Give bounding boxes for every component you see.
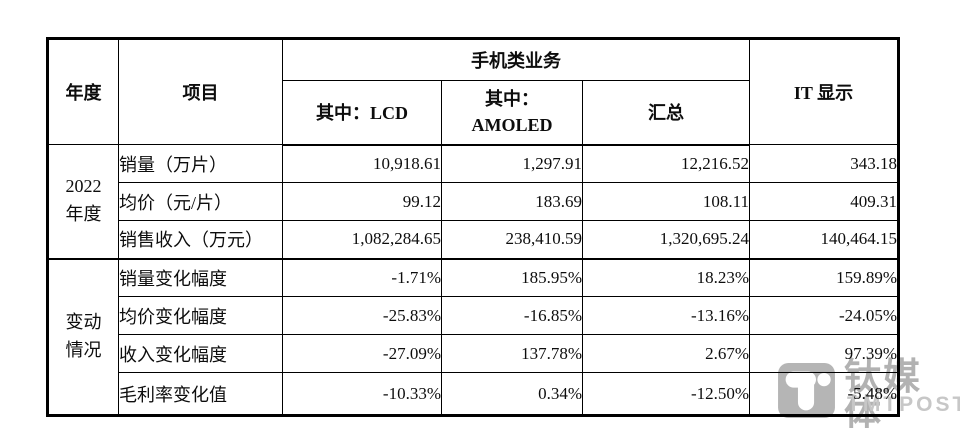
row-label: 销量变化幅度 [118, 257, 283, 297]
section-label-2022: 2022 年度 [47, 144, 119, 259]
header-row-2: 其中：LCD 其中： AMOLED 汇总 [48, 80, 899, 146]
table-cell: 238,410.59 [441, 220, 583, 259]
table-row: 2022 年度 销量（万片） 10,918.61 1,297.91 12,216… [47, 144, 900, 259]
section-label-line: 年度 [65, 204, 102, 225]
table-cell: 1,320,695.24 [581, 220, 751, 259]
table-cell: 108.11 [581, 182, 751, 221]
table-row: 均价（元/片） 99.12 183.69 108.11 409.31 [48, 182, 900, 221]
header-amoled-line1: 其中： [485, 89, 539, 110]
header-row-1: 年度 项目 手机类业务 IT 显示 [47, 38, 900, 145]
table-cell: 185.95% [441, 257, 583, 297]
table-cell: 10,918.61 [282, 144, 442, 183]
table-cell: 159.89% [749, 257, 900, 297]
header-item: 项目 [118, 38, 283, 145]
section-label-line: 情况 [65, 339, 102, 360]
table-row: 毛利率变化值 -10.33% 0.34% -12.50% -5.48% [48, 372, 900, 416]
table-cell: 97.39% [749, 334, 900, 373]
table-row: 均价变化幅度 -25.83% -16.85% -13.16% -24.05% [48, 296, 900, 335]
table-row: 收入变化幅度 -27.09% 137.78% 2.67% 97.39% [48, 334, 900, 373]
table-row: 销售收入（万元） 1,082,284.65 238,410.59 1,320,6… [48, 220, 900, 259]
financial-table: 年度 项目 手机类业务 IT 显示 其中：LCD 其中： AMOLED 汇总 2… [46, 37, 901, 417]
row-label: 均价（元/片） [118, 182, 283, 221]
header-total: 汇总 [581, 80, 751, 146]
table-cell: 137.78% [441, 334, 583, 373]
section-label-change: 变动 情况 [47, 257, 119, 416]
table-cell: 1,082,284.65 [282, 220, 442, 259]
header-amoled-line2: AMOLED [471, 115, 553, 136]
row-label: 销量（万片） [118, 144, 283, 183]
table-cell: 409.31 [749, 182, 900, 221]
table-cell: -24.05% [749, 296, 900, 335]
table-cell: -25.83% [282, 296, 442, 335]
header-amoled: 其中： AMOLED [441, 80, 583, 146]
row-label: 均价变化幅度 [118, 296, 283, 335]
table-cell: 1,297.91 [441, 144, 583, 183]
table-cell: 343.18 [749, 144, 900, 183]
table-cell: -13.16% [581, 296, 751, 335]
table-cell: 99.12 [282, 182, 442, 221]
header-lcd: 其中：LCD [282, 80, 442, 146]
table-cell: -27.09% [282, 334, 442, 373]
table-cell: 12,216.52 [581, 144, 751, 183]
row-label: 销售收入（万元） [118, 220, 283, 259]
table-cell: 18.23% [581, 257, 751, 297]
table-cell: -16.85% [441, 296, 583, 335]
table-cell: -5.48% [749, 372, 900, 416]
section-label-line: 变动 [65, 311, 102, 332]
table-cell: -10.33% [282, 372, 442, 416]
table-cell: 183.69 [441, 182, 583, 221]
table-cell: -1.71% [282, 257, 442, 297]
table-cell: -12.50% [581, 372, 751, 416]
row-label: 毛利率变化值 [118, 372, 283, 416]
table-row: 变动 情况 销量变化幅度 -1.71% 185.95% 18.23% 159.8… [47, 257, 900, 416]
table-cell: 0.34% [441, 372, 583, 416]
header-it-display: IT 显示 [749, 38, 900, 145]
header-mobile-business-group: 手机类业务 [281, 38, 751, 81]
row-label: 收入变化幅度 [118, 334, 283, 373]
table-cell: 140,464.15 [749, 220, 900, 259]
header-year: 年度 [47, 38, 119, 145]
table-cell: 2.67% [581, 334, 751, 373]
section-label-line: 2022 [65, 176, 102, 197]
